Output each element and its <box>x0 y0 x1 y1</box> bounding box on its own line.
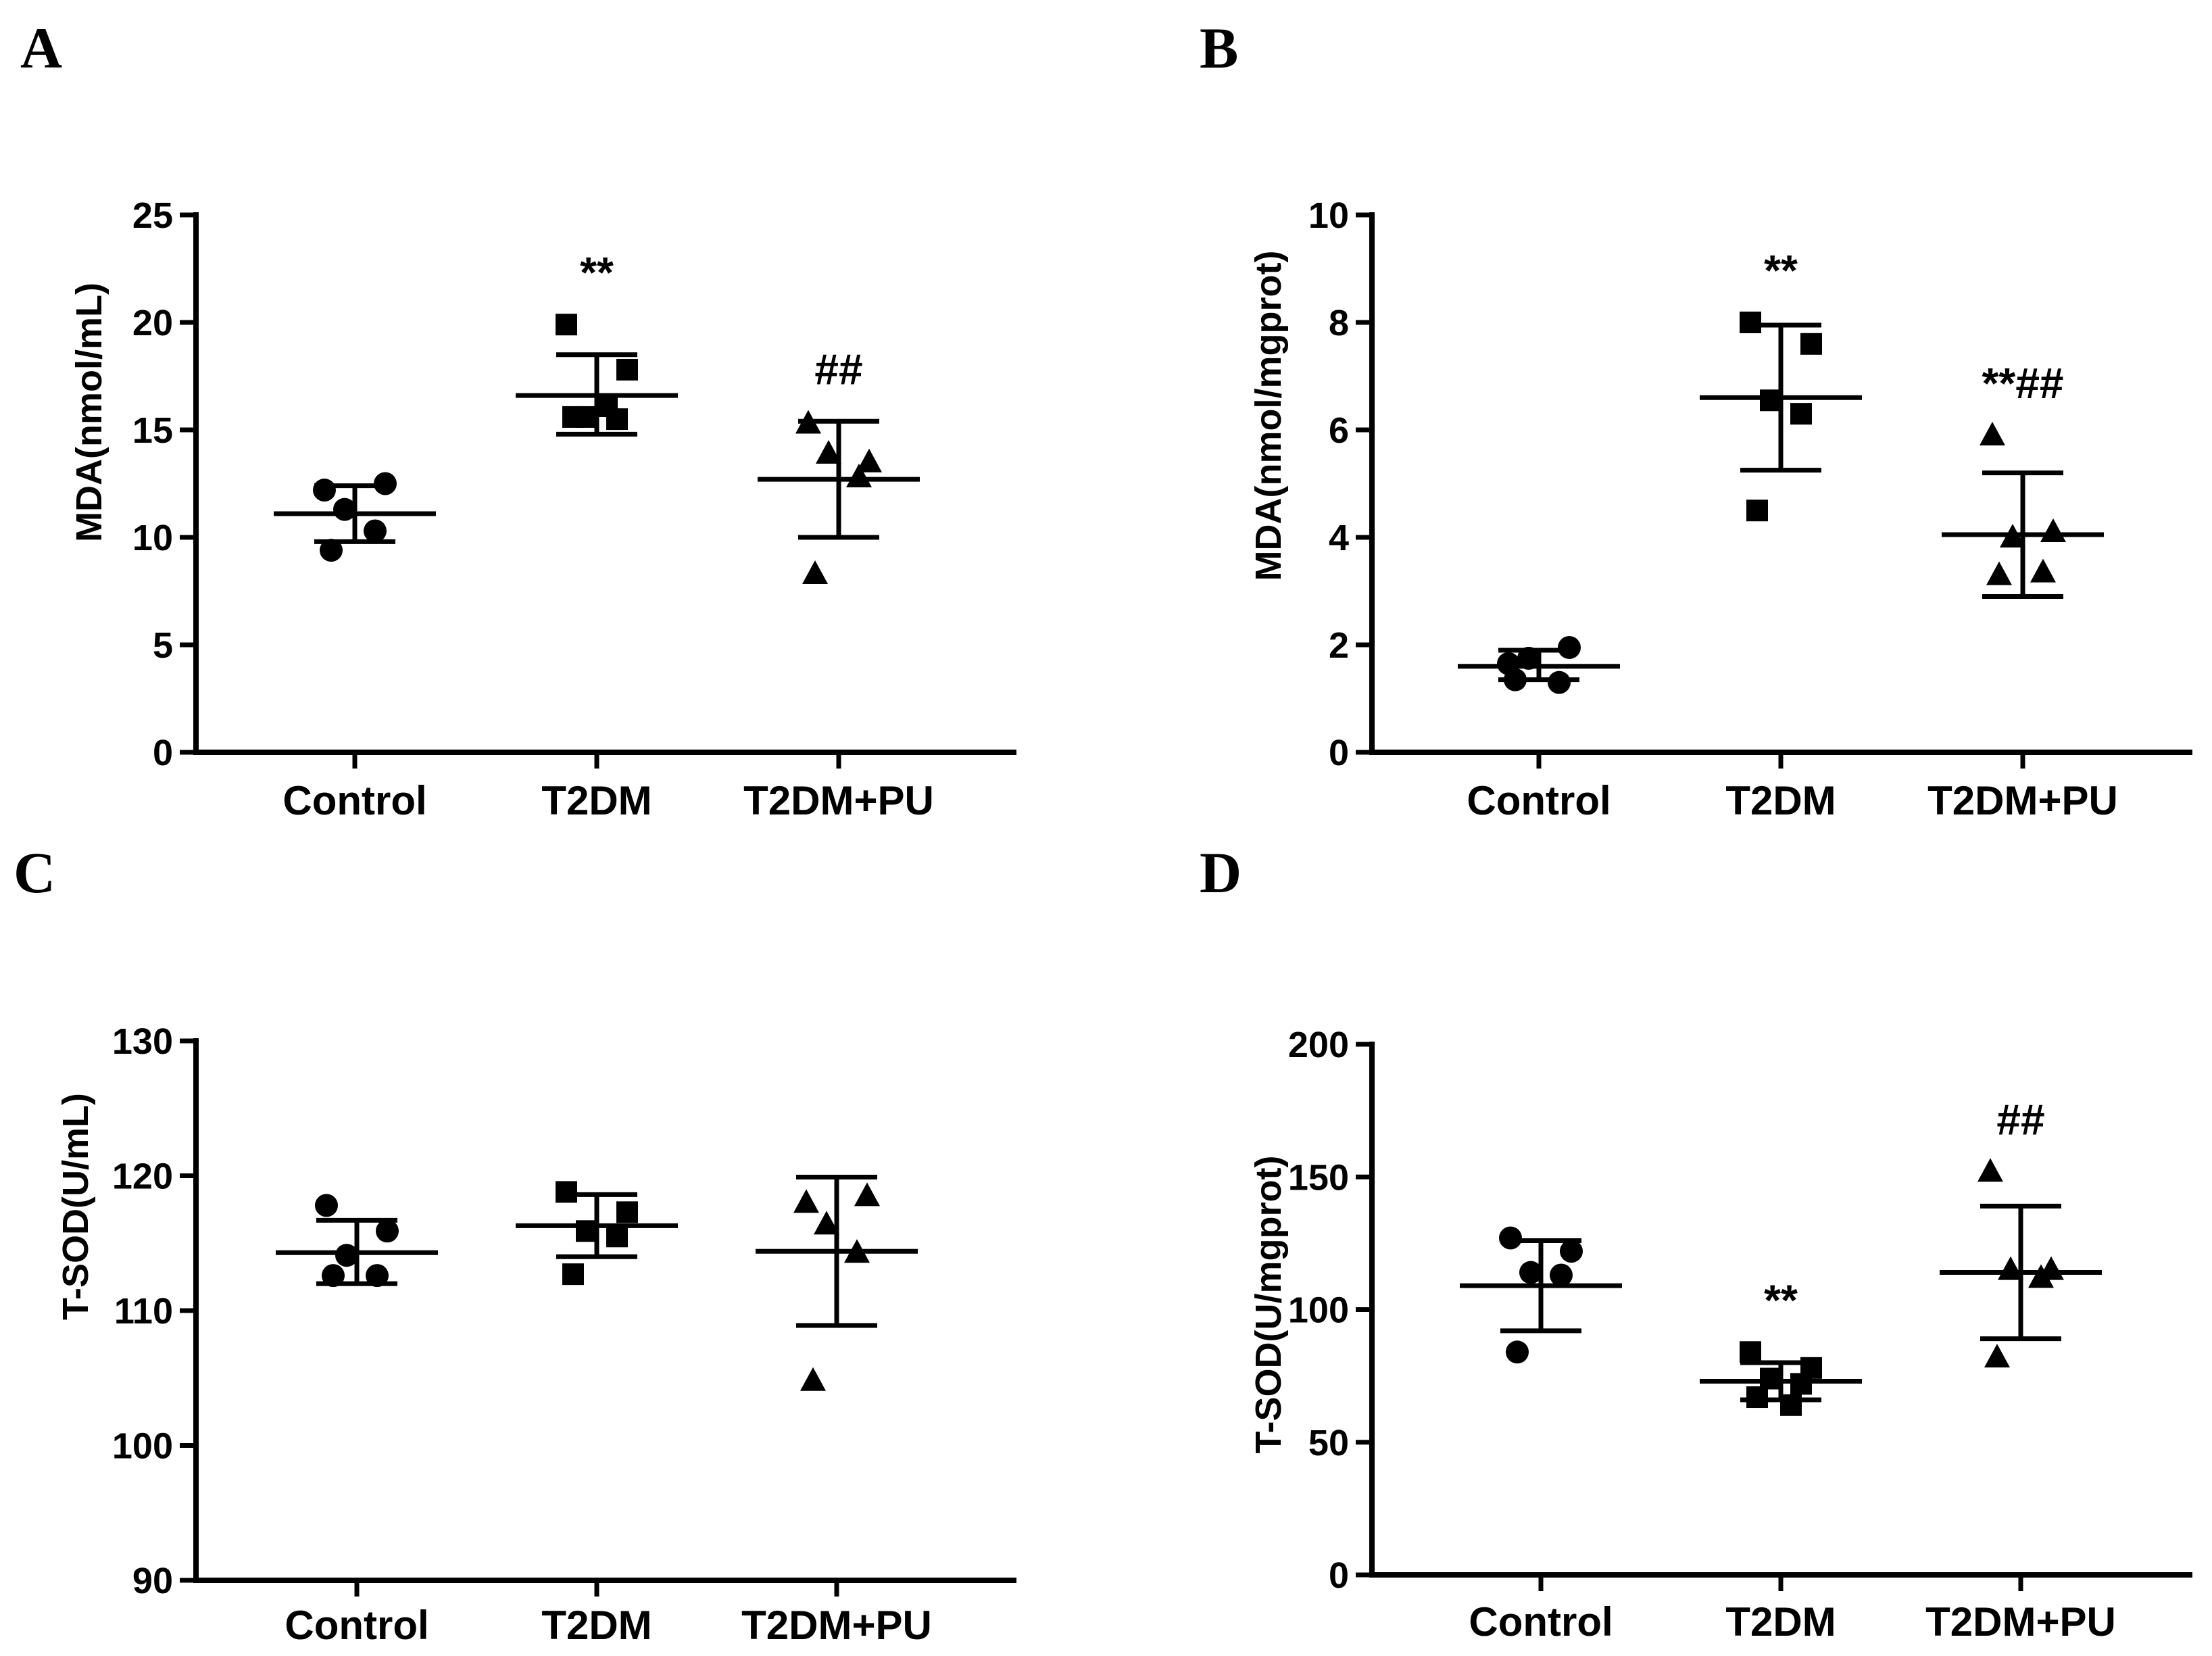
data-point <box>556 1181 577 1203</box>
y-tick-label: 100 <box>112 1426 173 1467</box>
data-point <box>1506 1340 1529 1364</box>
data-point <box>793 1189 819 1213</box>
y-tick-label: 130 <box>112 1021 173 1062</box>
y-tick-label: 150 <box>1288 1157 1349 1198</box>
data-point <box>814 1211 839 1235</box>
y-tick-label: 6 <box>1329 410 1349 451</box>
significance-annotation: **## <box>1982 359 2064 408</box>
data-point <box>315 1194 338 1217</box>
data-point <box>2030 558 2056 583</box>
data-point <box>606 1225 628 1248</box>
data-point <box>1499 1226 1522 1250</box>
axis-lines <box>1369 212 2192 755</box>
y-axis-title: MDA(nmol/mL) <box>69 283 109 542</box>
data-point <box>1560 1240 1583 1263</box>
y-tick-label: 15 <box>132 410 173 451</box>
panel-b: B MDA(nmol/mgprot) ** **## Control T2DM … <box>1200 16 2192 823</box>
significance-annotation: ** <box>1764 1275 1798 1324</box>
data-point <box>556 314 577 336</box>
data-point <box>1746 1386 1768 1409</box>
axis-lines <box>193 1038 1016 1583</box>
data-point <box>2040 518 2066 543</box>
x-category-label: T2DM+PU <box>1927 778 2118 823</box>
x-category-label: Control <box>1469 1599 1613 1645</box>
data-point <box>364 519 387 543</box>
data-point <box>1790 1373 1812 1395</box>
panel-letter: B <box>1200 16 1238 80</box>
y-tick-label: 110 <box>114 1291 173 1332</box>
data-point <box>1548 671 1571 694</box>
y-tick-label: 2 <box>1329 625 1349 666</box>
y-tick-label: 90 <box>132 1561 173 1601</box>
y-tick-label: 100 <box>1288 1290 1349 1331</box>
significance-annotation: ## <box>814 345 862 393</box>
data-point <box>1986 561 2012 585</box>
data-point <box>376 1219 399 1243</box>
y-tick-label: 0 <box>153 733 173 773</box>
data-point <box>1977 1158 2003 1182</box>
y-tick-label: 5 <box>153 625 173 666</box>
data-point <box>596 395 618 418</box>
data-point <box>562 406 584 428</box>
x-category-label: T2DM <box>1725 778 1836 823</box>
y-tick-label: 10 <box>1308 195 1349 236</box>
data-point <box>616 1201 638 1223</box>
data-point <box>335 1244 358 1267</box>
y-tick-label: 25 <box>132 195 173 236</box>
data-point <box>1760 1367 1781 1390</box>
data-point <box>1800 333 1822 355</box>
x-category-label: Control <box>1467 778 1611 823</box>
data-point <box>1550 1263 1573 1287</box>
x-category-label: T2DM+PU <box>1925 1599 2116 1645</box>
data-point <box>562 1263 584 1286</box>
significance-annotation: ** <box>1764 246 1798 295</box>
panel-a: A MDA(nmol/mL) ** ## Control T2DM T2DM+P… <box>20 16 1016 823</box>
data-point <box>320 539 343 562</box>
data-point <box>816 439 841 464</box>
data-point <box>313 479 336 502</box>
y-axis-title: T-SOD(U/mgprot) <box>1248 1156 1289 1454</box>
data-point <box>856 448 882 472</box>
y-tick-label: 4 <box>1329 518 1349 558</box>
data-point <box>1519 1261 1542 1284</box>
data-point <box>854 1182 880 1207</box>
data-point <box>2028 1264 2054 1288</box>
x-category-label: Control <box>285 1603 428 1648</box>
y-tick-label: 120 <box>112 1156 173 1197</box>
y-tick-label: 8 <box>1329 303 1349 343</box>
data-point <box>1760 389 1781 412</box>
x-category-label: T2DM <box>541 1603 652 1648</box>
x-category-label: T2DM <box>541 778 652 823</box>
panel-d: D T-SOD(U/mgprot) ** ## Control T2DM T2D… <box>1200 840 2192 1645</box>
y-tick-label: 200 <box>1288 1025 1349 1065</box>
data-point <box>802 560 828 585</box>
x-category-label: T2DM <box>1725 1599 1836 1645</box>
y-tick-label: 50 <box>1308 1423 1349 1463</box>
y-tick-label: 0 <box>1329 1555 1349 1596</box>
data-point <box>1746 500 1768 522</box>
data-point <box>616 358 638 381</box>
panel-letter: A <box>20 16 62 80</box>
y-axis-title: T-SOD(U/mL) <box>55 1093 96 1320</box>
data-point <box>1980 421 2005 445</box>
panel-letter: C <box>14 840 55 905</box>
y-tick-label: 10 <box>132 518 173 558</box>
y-tick-label: 0 <box>1329 733 1349 773</box>
significance-annotation: ** <box>580 248 614 297</box>
significance-annotation: ## <box>1996 1095 2044 1144</box>
data-point <box>1790 403 1812 425</box>
data-point <box>1984 1344 2010 1368</box>
data-point <box>1740 312 1761 333</box>
y-tick-label: 20 <box>132 303 173 343</box>
y-axis-title: MDA(nmol/mgprot) <box>1248 251 1289 581</box>
x-category-label: T2DM+PU <box>743 778 934 823</box>
data-point <box>800 1367 826 1391</box>
data-point <box>1740 1341 1761 1363</box>
panel-letter: D <box>1200 840 1242 905</box>
x-category-label: Control <box>282 778 426 823</box>
data-point <box>1558 635 1581 659</box>
x-category-label: T2DM+PU <box>741 1603 932 1648</box>
panel-c: C T-SOD(U/mL) Control T2DM T2DM+PU 90 100… <box>14 840 1016 1648</box>
